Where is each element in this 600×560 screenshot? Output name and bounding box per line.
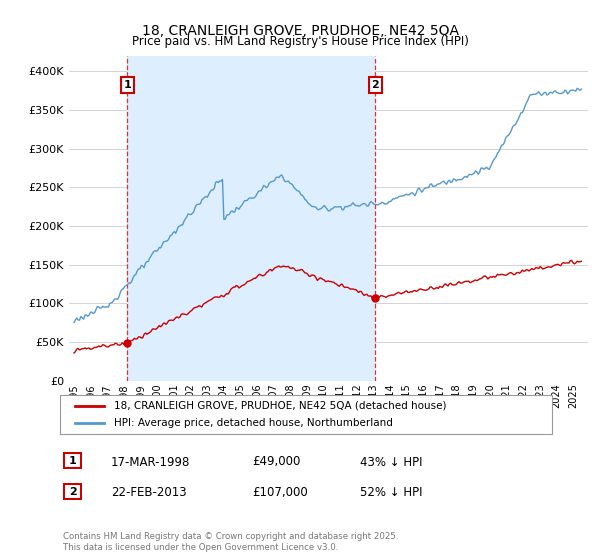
Text: 43% ↓ HPI: 43% ↓ HPI xyxy=(360,455,422,469)
Text: £49,000: £49,000 xyxy=(252,455,301,469)
Text: 18, CRANLEIGH GROVE, PRUDHOE, NE42 5QA: 18, CRANLEIGH GROVE, PRUDHOE, NE42 5QA xyxy=(142,24,458,38)
Text: 2: 2 xyxy=(371,80,379,90)
Text: Contains HM Land Registry data © Crown copyright and database right 2025.
This d: Contains HM Land Registry data © Crown c… xyxy=(63,532,398,552)
Text: 1: 1 xyxy=(69,456,76,466)
FancyBboxPatch shape xyxy=(60,395,552,434)
FancyBboxPatch shape xyxy=(64,484,81,500)
Text: 52% ↓ HPI: 52% ↓ HPI xyxy=(360,486,422,500)
Text: HPI: Average price, detached house, Northumberland: HPI: Average price, detached house, Nort… xyxy=(114,418,393,428)
Text: 2: 2 xyxy=(69,487,76,497)
Text: £107,000: £107,000 xyxy=(252,486,308,500)
FancyBboxPatch shape xyxy=(64,454,81,468)
Text: 1: 1 xyxy=(124,80,131,90)
Text: 22-FEB-2013: 22-FEB-2013 xyxy=(111,486,187,500)
Text: Price paid vs. HM Land Registry's House Price Index (HPI): Price paid vs. HM Land Registry's House … xyxy=(131,35,469,49)
Bar xyxy=(127,56,376,381)
Text: 18, CRANLEIGH GROVE, PRUDHOE, NE42 5QA (detached house): 18, CRANLEIGH GROVE, PRUDHOE, NE42 5QA (… xyxy=(114,401,446,411)
Text: 17-MAR-1998: 17-MAR-1998 xyxy=(111,455,190,469)
